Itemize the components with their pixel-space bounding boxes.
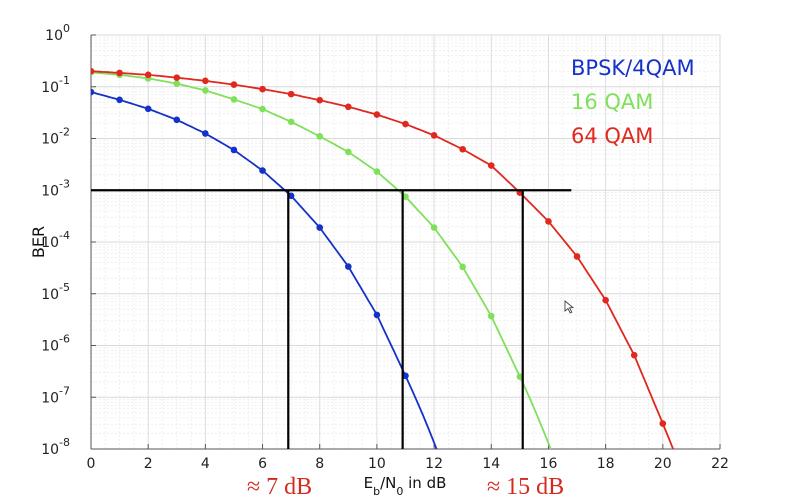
data-point	[230, 146, 238, 154]
x-tick-labels: 0 2 4 6 8 10 12 14 16 18 20 22	[87, 456, 729, 472]
legend-64qam: 64 QAM	[571, 124, 653, 148]
threshold-lines	[91, 189, 572, 449]
annotation-15db: ≈ 15 dB	[487, 474, 564, 500]
series-group	[91, 67, 675, 449]
x-axis-label: Eb/N0 in dB	[364, 474, 447, 498]
data-point	[173, 80, 181, 87]
data-point	[287, 118, 295, 126]
data-point	[259, 85, 266, 93]
data-point	[287, 192, 295, 200]
data-point	[144, 71, 152, 79]
data-point	[91, 67, 95, 75]
data-point	[345, 103, 352, 111]
x-tick-label: 22	[711, 456, 729, 472]
y-tick-label: 10-2	[41, 126, 70, 148]
data-point	[430, 132, 438, 139]
x-tick-label: 4	[201, 456, 210, 472]
data-point	[545, 218, 552, 225]
data-point	[373, 111, 381, 118]
y-tick-label: 10-4	[41, 229, 70, 251]
data-point	[202, 87, 209, 94]
data-point	[402, 193, 409, 201]
x-tick-label: 18	[597, 456, 615, 472]
data-point	[202, 77, 209, 85]
legend-16qam: 16 QAM	[571, 90, 653, 114]
x-tick-label: 8	[315, 456, 324, 472]
data-point	[287, 90, 295, 98]
data-point	[316, 224, 324, 231]
data-point	[487, 162, 495, 169]
grid	[90, 34, 721, 450]
data-point	[259, 167, 266, 174]
data-point	[659, 420, 667, 427]
y-tick-label: 100	[45, 22, 70, 44]
data-point	[602, 296, 609, 304]
data-point	[230, 96, 238, 103]
y-tick-labels: 100 10-1 10-2 10-3 10-4 10-5 10-6 10-7 10-8	[41, 22, 70, 458]
data-point	[144, 105, 152, 113]
data-point	[173, 74, 181, 81]
data-point	[202, 130, 209, 137]
x-tick-label: 14	[482, 456, 500, 472]
data-point	[173, 116, 181, 124]
y-tick-label: 10-8	[41, 436, 70, 458]
data-point	[430, 224, 438, 231]
y-tick-label: 10-5	[41, 281, 70, 303]
x-tick-label: 6	[258, 456, 267, 472]
data-point	[630, 351, 638, 359]
legend-bpsk: BPSK/4QAM	[571, 56, 695, 80]
data-point	[116, 69, 123, 77]
y-tick-label: 10-7	[41, 384, 70, 406]
data-point	[487, 312, 495, 320]
x-tick-label: 16	[540, 456, 558, 472]
data-point	[459, 145, 466, 153]
data-point	[402, 120, 409, 128]
x-tick-label: 2	[144, 456, 153, 472]
x-tick-label: 20	[654, 456, 672, 472]
data-point	[402, 372, 409, 380]
data-point	[316, 96, 324, 104]
data-point	[91, 88, 95, 96]
x-tick-label: 0	[87, 456, 96, 472]
x-tick-label: 12	[425, 456, 443, 472]
data-point	[373, 311, 381, 319]
data-point	[345, 263, 352, 270]
data-point	[116, 96, 123, 104]
y-tick-label: 10-6	[41, 333, 70, 355]
x-tick-label: 10	[368, 456, 386, 472]
annotation-7db: ≈ 7 dB	[247, 474, 312, 500]
data-point	[459, 263, 466, 271]
series-0	[91, 88, 438, 449]
data-point	[230, 81, 238, 88]
axes	[90, 34, 721, 450]
y-tick-label: 10-3	[41, 177, 70, 199]
data-point	[516, 373, 524, 380]
data-point	[373, 168, 381, 175]
data-point	[259, 105, 266, 113]
y-axis-label: BER	[29, 226, 48, 258]
y-tick-label: 10-1	[41, 74, 70, 96]
data-point	[573, 253, 581, 260]
data-point	[345, 148, 352, 156]
series-2	[91, 67, 675, 449]
series-1	[91, 69, 552, 449]
mouse-cursor-icon	[564, 300, 575, 314]
data-point	[316, 133, 324, 140]
